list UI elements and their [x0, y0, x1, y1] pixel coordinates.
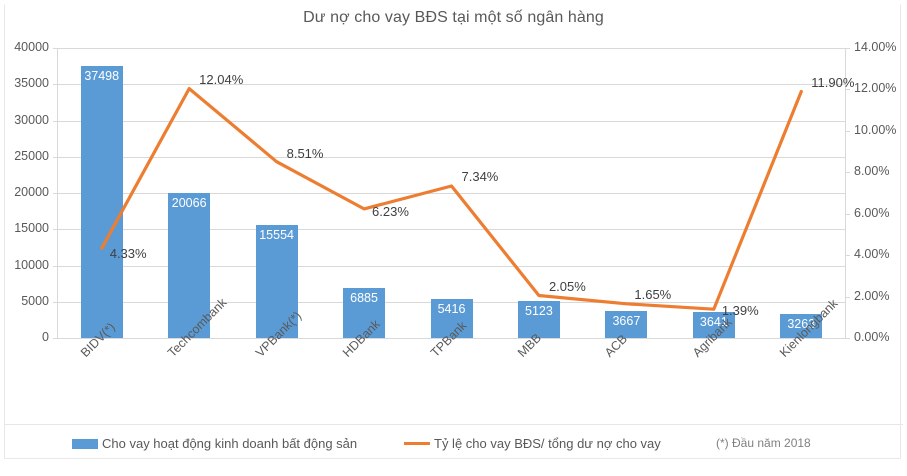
right-axis-tick-label: 2.00% [854, 288, 890, 303]
line-swatch-icon [404, 442, 430, 445]
right-axis-tick [845, 172, 850, 174]
left-axis-tick-label: 0 [42, 330, 49, 344]
bar[interactable] [430, 298, 473, 338]
bar[interactable] [692, 311, 735, 338]
left-axis-tick-label: 15000 [14, 221, 49, 236]
gridline [58, 229, 845, 231]
right-axis-tick [845, 130, 850, 132]
right-axis-tick-label: 4.00% [854, 247, 890, 262]
gridline [58, 156, 845, 158]
bar[interactable] [80, 66, 123, 338]
right-axis-tick [845, 338, 850, 339]
right-axis-line [845, 48, 846, 338]
right-axis-tick-label: 12.00% [854, 81, 897, 96]
left-axis-tick [53, 84, 58, 86]
gridline [58, 120, 845, 122]
bar[interactable] [780, 314, 823, 338]
legend-label-line: Tỷ lệ cho vay BĐS/ tổng dư nợ cho vay [434, 436, 661, 451]
legend-item-bar[interactable]: Cho vay hoạt động kinh doanh bất động sả… [72, 436, 357, 451]
line-series [100, 86, 803, 311]
bar-swatch-icon [72, 438, 98, 449]
left-axis-tick [53, 120, 58, 122]
gridline [58, 265, 845, 267]
right-axis-tick [845, 296, 850, 298]
legend-item-line[interactable]: Tỷ lệ cho vay BĐS/ tổng dư nợ cho vay [404, 436, 661, 451]
left-axis-tick-label: 40000 [14, 40, 49, 54]
legend-label-bar: Cho vay hoạt động kinh doanh bất động sả… [102, 436, 358, 451]
left-axis-tick [53, 156, 58, 158]
bar[interactable] [517, 300, 560, 338]
left-axis-tick [53, 265, 58, 267]
chart-title: Dư nợ cho vay BĐS tại một số ngân hàng [303, 9, 604, 26]
left-axis-tick-label: 10000 [14, 257, 49, 272]
bar[interactable] [255, 225, 298, 338]
bar[interactable] [168, 192, 211, 338]
right-axis-tick-label: 10.00% [854, 122, 897, 137]
right-axis-tick-label: 6.00% [854, 205, 890, 220]
left-axis-tick-label: 35000 [14, 76, 49, 91]
left-axis-tick-label: 20000 [14, 185, 49, 199]
right-axis-tick [845, 213, 850, 215]
gridline [58, 338, 845, 339]
gridline [58, 193, 845, 194]
plot-area [53, 48, 850, 339]
left-axis-tick [53, 193, 58, 194]
left-axis-tick [53, 338, 58, 339]
right-axis-tick-label: 8.00% [854, 164, 890, 179]
chart-footnote: (*) Đầu năm 2018 [716, 436, 811, 450]
right-axis-tick [845, 48, 850, 49]
left-axis-tick-label: 30000 [14, 112, 49, 127]
legend-divider [4, 424, 903, 425]
left-axis-tick-label: 5000 [21, 293, 49, 308]
left-axis-tick [53, 48, 58, 49]
bar[interactable] [605, 311, 648, 338]
right-axis-tick-label: 14.00% [854, 40, 897, 54]
right-axis-tick [845, 89, 850, 91]
chart-legend: Cho vay hoạt động kinh doanh bất động sả… [0, 432, 907, 462]
left-axis-tick-label: 25000 [14, 148, 49, 163]
gridline [58, 84, 845, 86]
gridline [58, 48, 845, 49]
left-axis-tick [53, 229, 58, 231]
bar[interactable] [343, 288, 386, 338]
right-axis-tick [845, 255, 850, 257]
left-axis-tick [53, 301, 58, 303]
right-axis-tick-label: 0.00% [854, 330, 890, 344]
